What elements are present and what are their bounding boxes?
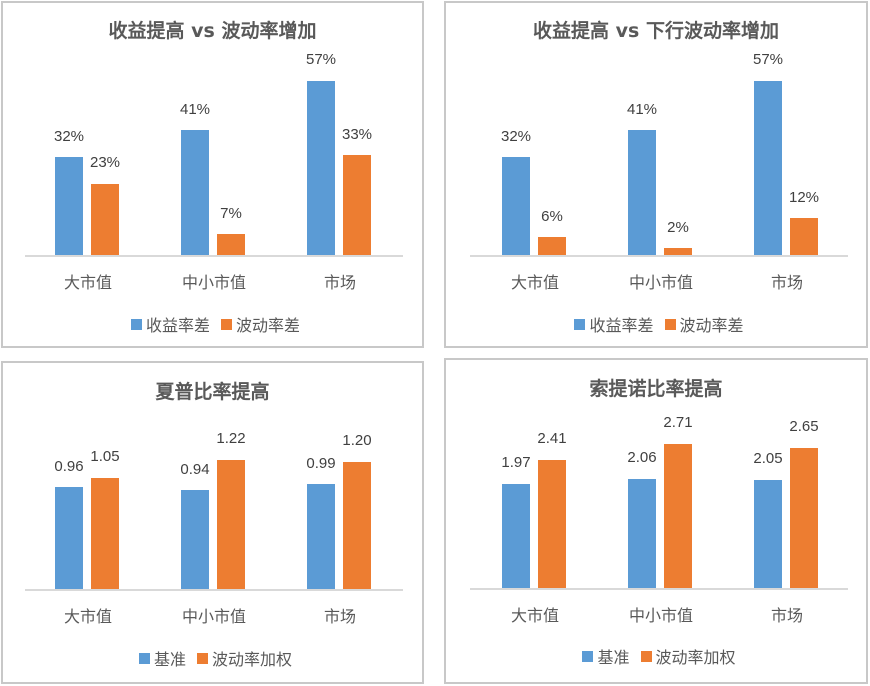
data-label: 0.96 — [54, 458, 84, 475]
bar-series1-cat3 — [754, 81, 782, 255]
data-label: 0.99 — [306, 455, 336, 472]
category-label: 中小市值 — [181, 273, 246, 292]
bar-series2-cat1 — [91, 184, 119, 255]
category-label: 中小市值 — [181, 607, 246, 626]
bar-series1-cat1 — [502, 484, 530, 588]
data-label: 2.65 — [789, 418, 819, 435]
legend-label: 波动率加权 — [655, 648, 736, 667]
data-label: 57% — [752, 51, 784, 68]
x-axis — [470, 588, 848, 590]
category-label: 市场 — [770, 606, 803, 625]
bar-series2-cat2 — [664, 444, 692, 588]
legend-swatch-series2 — [640, 650, 652, 662]
legend-swatch-series1 — [582, 650, 594, 662]
legend-swatch-series2 — [664, 318, 676, 330]
category-label: 大市值 — [510, 273, 559, 292]
bar-series1-cat1 — [55, 157, 83, 255]
data-label: 2.05 — [753, 450, 783, 467]
legend-label: 基准 — [597, 648, 630, 667]
chart-panel-return-vs-downside-volatility: 收益提高 vs 下行波动率增加 32% 6% 41% 2% 57% 12% 大市… — [444, 1, 868, 348]
category-label: 大市值 — [63, 273, 112, 292]
legend-swatch-series1 — [574, 318, 586, 330]
bar-series1-cat1 — [502, 157, 530, 255]
bar-series2-cat2 — [664, 248, 692, 255]
bar-series1-cat2 — [628, 130, 656, 255]
chart-legend: 收益率差 波动率差 — [446, 312, 866, 336]
data-label: 1.05 — [90, 448, 120, 465]
bar-series1-cat2 — [181, 490, 209, 589]
bar-series2-cat2 — [217, 234, 245, 255]
category-label: 大市值 — [63, 607, 112, 626]
chart-title: 索提诺比率提高 — [589, 378, 723, 400]
bar-series1-cat2 — [628, 479, 656, 588]
data-label: 2.41 — [537, 430, 567, 447]
category-label: 市场 — [323, 607, 356, 626]
legend-swatch-series1 — [138, 652, 150, 664]
bar-series2-cat1 — [538, 460, 566, 588]
legend-swatch-series1 — [130, 318, 142, 330]
chart-panel-sortino-ratio: 索提诺比率提高 1.97 2.41 2.06 2.71 2.05 2.65 大市… — [444, 358, 868, 684]
category-label: 中小市值 — [628, 273, 693, 292]
data-label: 7% — [220, 205, 242, 222]
data-label: 32% — [500, 128, 532, 145]
legend-label: 波动率差 — [679, 316, 744, 335]
chart-title: 夏普比率提高 — [155, 381, 270, 403]
bar-series2-cat1 — [91, 478, 119, 589]
chart-legend: 收益率差 波动率差 — [3, 312, 422, 336]
data-label: 1.97 — [501, 454, 531, 471]
bar-series1-cat3 — [307, 484, 335, 589]
legend-label: 收益率差 — [145, 316, 210, 335]
legend-label: 波动率差 — [236, 316, 301, 335]
data-label: 1.22 — [216, 430, 246, 447]
category-label: 市场 — [770, 273, 803, 292]
chart-panel-sharpe-ratio: 夏普比率提高 0.96 1.05 0.94 1.22 0.99 1.20 大市值… — [1, 361, 424, 684]
legend-label: 收益率差 — [589, 316, 654, 335]
chart-legend: 基准 波动率加权 — [446, 644, 866, 668]
x-axis — [470, 255, 848, 257]
category-label: 中小市值 — [628, 606, 693, 625]
chart-title: 收益提高 vs 波动率增加 — [108, 20, 317, 42]
x-axis — [25, 589, 403, 591]
category-label: 大市值 — [510, 606, 559, 625]
chart-legend: 基准 波动率加权 — [3, 646, 422, 670]
bar-series2-cat2 — [217, 460, 245, 589]
data-label: 2.71 — [663, 414, 693, 431]
data-label: 2.06 — [627, 449, 657, 466]
bar-series1-cat3 — [307, 81, 335, 255]
data-label: 41% — [179, 101, 211, 118]
category-label: 市场 — [323, 273, 356, 292]
chart-title: 收益提高 vs 下行波动率增加 — [533, 20, 779, 42]
bar-series2-cat3 — [790, 448, 818, 588]
bar-series1-cat1 — [55, 487, 83, 589]
data-label: 41% — [626, 101, 658, 118]
bar-series2-cat3 — [343, 462, 371, 589]
legend-label: 基准 — [153, 650, 186, 669]
legend-label: 波动率加权 — [212, 650, 293, 669]
data-label: 33% — [341, 126, 373, 143]
data-label: 57% — [305, 51, 337, 68]
bar-series2-cat1 — [538, 237, 566, 255]
legend-swatch-series2 — [221, 318, 233, 330]
x-axis — [25, 255, 403, 257]
bar-series1-cat2 — [181, 130, 209, 255]
data-label: 12% — [788, 189, 820, 206]
chart-panel-return-vs-volatility: 收益提高 vs 波动率增加 32% 23% 41% 7% 57% 33% 大市值… — [1, 1, 424, 348]
data-label: 1.20 — [342, 432, 372, 449]
data-label: 23% — [89, 154, 121, 171]
data-label: 2% — [667, 219, 689, 236]
data-label: 6% — [541, 208, 563, 225]
bar-series1-cat3 — [754, 480, 782, 588]
legend-swatch-series2 — [197, 652, 209, 664]
bar-series2-cat3 — [343, 155, 371, 255]
data-label: 32% — [53, 128, 85, 145]
bar-series2-cat3 — [790, 218, 818, 255]
data-label: 0.94 — [180, 461, 210, 478]
